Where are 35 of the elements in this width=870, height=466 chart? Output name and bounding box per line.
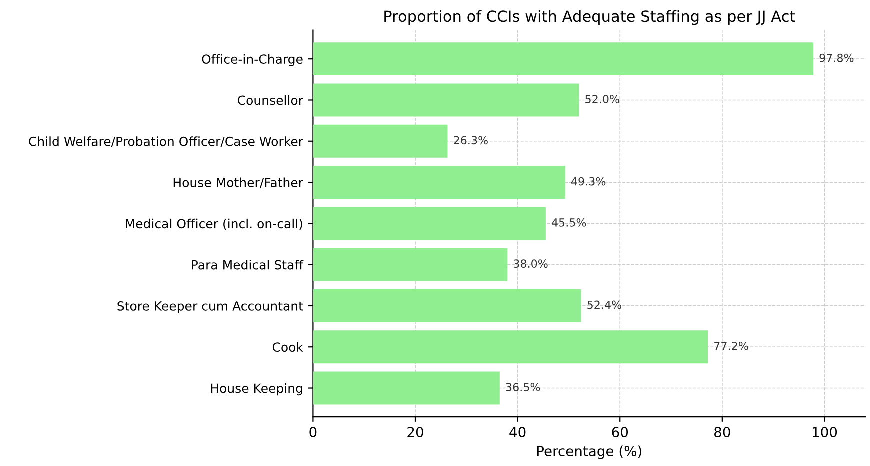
y-tick-label: House Mother/Father: [174, 178, 304, 188]
bar: [313, 207, 546, 240]
data-label: 52.4%: [588, 300, 622, 310]
x-axis-title: Percentage (%): [538, 446, 642, 460]
data-label: 26.3%: [454, 136, 488, 145]
bar: [313, 372, 500, 405]
bar: [313, 84, 580, 117]
bar: [313, 42, 814, 76]
data-label: 36.5%: [506, 383, 540, 392]
y-tick-label: Office-in-Charge: [202, 54, 303, 66]
bar: [313, 290, 582, 322]
y-tick-label: House Keeping: [211, 384, 302, 396]
y-tick-label: Store Keeper cum Accountant: [118, 301, 304, 314]
x-tick-label: 40: [510, 427, 526, 438]
data-label: 97.8%: [820, 54, 854, 62]
data-label: 38.0%: [514, 260, 548, 268]
chart-title: Proportion of CCIs with Adequate Staffing as per JJ Act: [384, 10, 796, 26]
bar: [313, 248, 508, 282]
bar: [313, 330, 708, 364]
y-tick-label: Medical Officer (incl. on-call): [126, 218, 302, 230]
y-tick-label: Cook: [272, 342, 304, 352]
x-tick-label: 80: [714, 427, 730, 438]
bar: [313, 124, 448, 158]
data-label: 77.2%: [714, 342, 748, 350]
data-label: 52.0%: [586, 95, 620, 104]
x-tick-label: 60: [612, 427, 628, 438]
y-tick-label: Counsellor: [238, 95, 304, 106]
bar: [313, 166, 566, 199]
data-label: 45.5%: [552, 218, 586, 227]
y-tick-label: Child Welfare/Probation Officer/Case Worker: [29, 136, 304, 148]
x-tick-label: 100: [813, 427, 838, 438]
x-tick-label: 20: [408, 427, 424, 438]
y-tick-label: Para Medical Staff: [192, 260, 304, 270]
data-label: 49.3%: [571, 177, 606, 186]
x-tick-label: 0: [310, 427, 317, 438]
